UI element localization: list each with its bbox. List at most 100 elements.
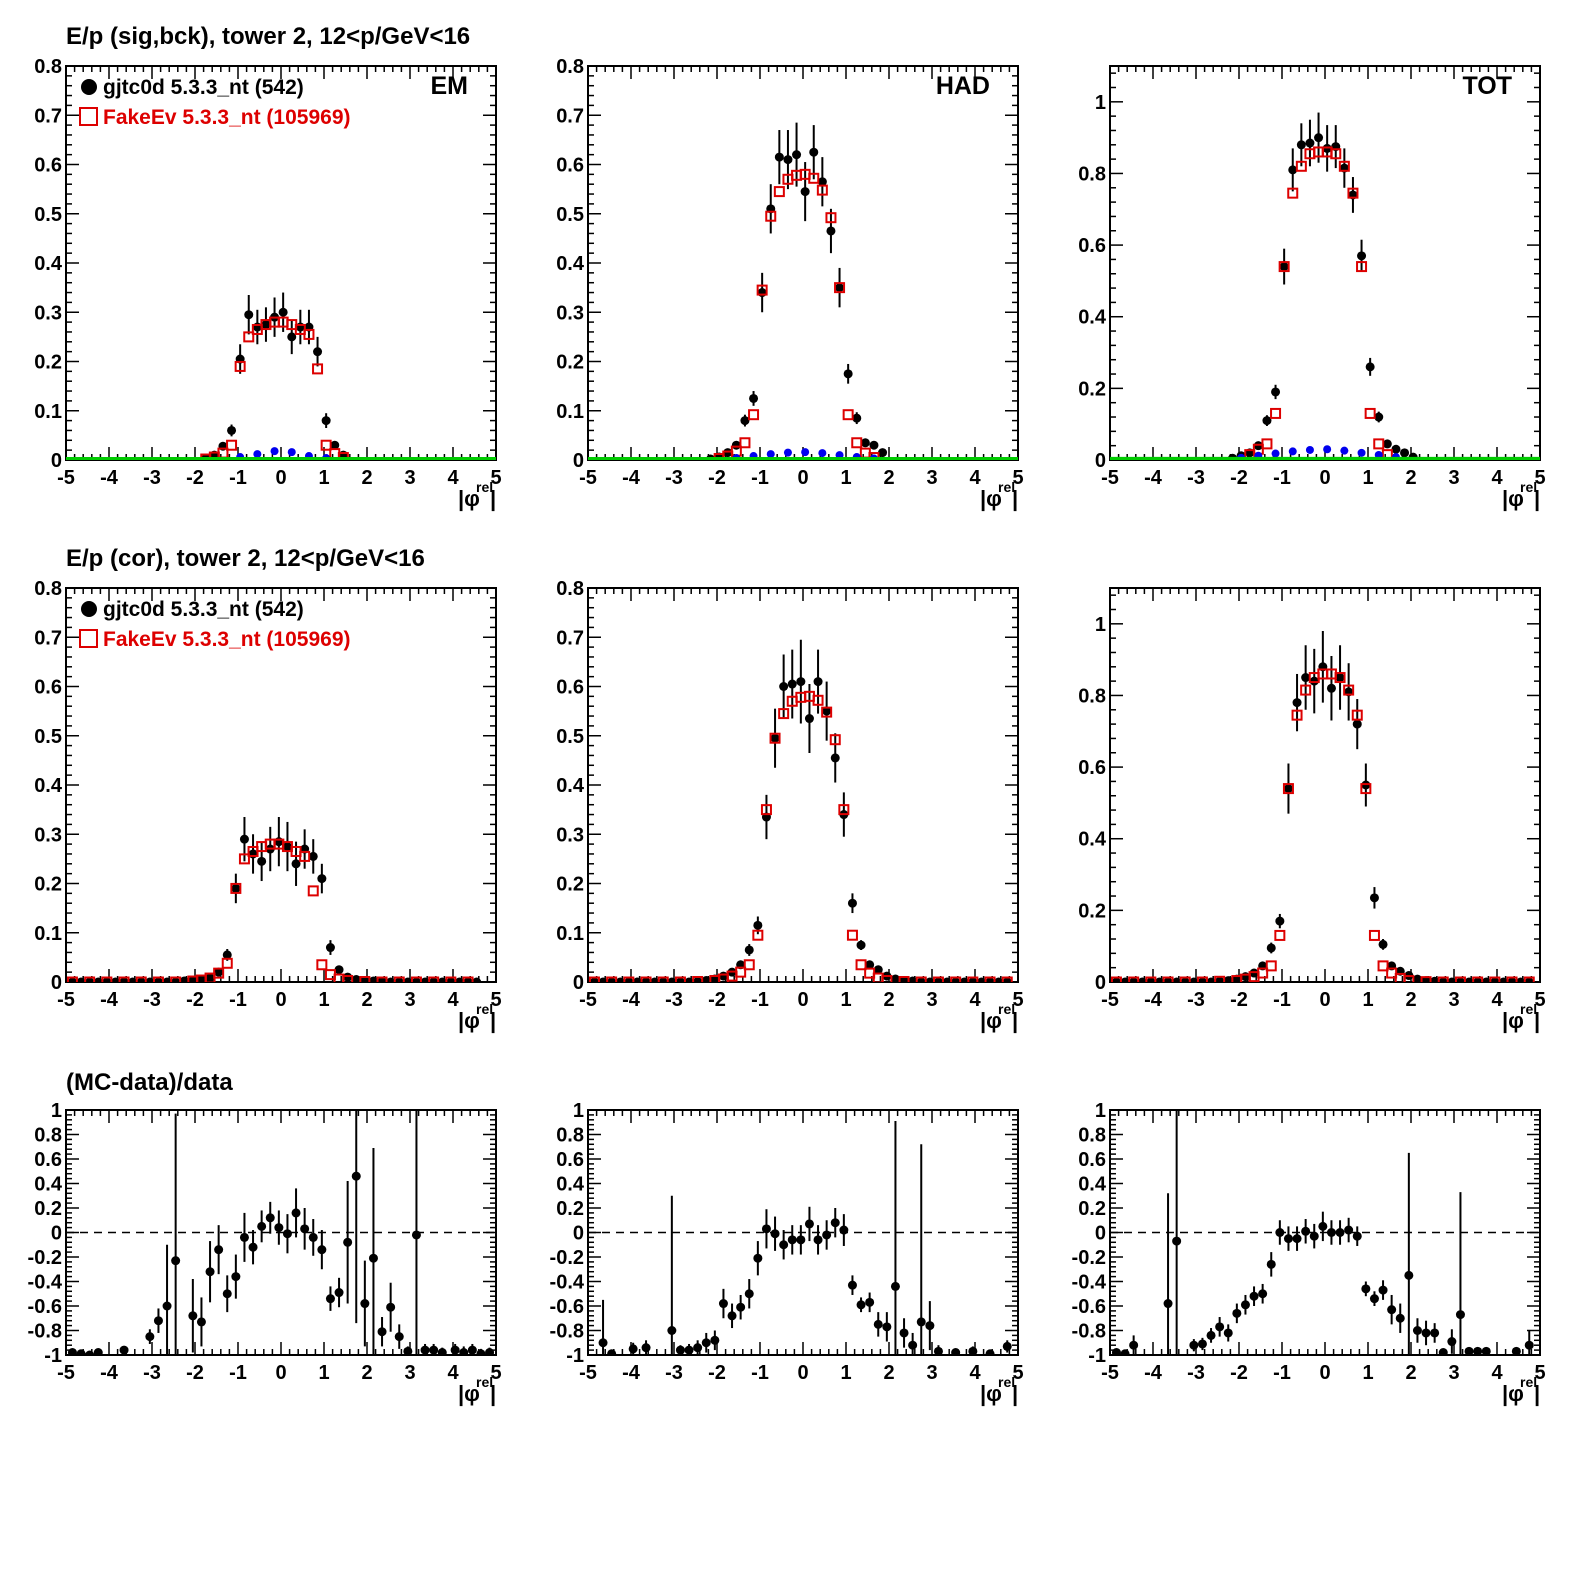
mc-marker [462, 976, 474, 982]
data-marker [1511, 1346, 1521, 1355]
mc-marker [1291, 709, 1303, 721]
mc-marker [320, 439, 332, 451]
data-marker [153, 977, 163, 982]
x-tick-label: -3 [665, 989, 683, 1011]
data-marker [162, 977, 172, 982]
x-tick-label: 2 [361, 989, 372, 1011]
data-marker [485, 1348, 495, 1355]
mc-marker [851, 437, 863, 449]
x-tick-label: -1 [1273, 467, 1291, 489]
y-tick-label: -0.2 [1072, 1247, 1106, 1269]
x-tick-label: 4 [1491, 467, 1503, 489]
panel-0-0: -5 -4 -3 -2 -1 0 1 2 3 4 5 0 0.1 0.2 0.3 0.4 0.5 0.6 0.7 0.… [34, 56, 501, 511]
y-tick-label: 0.8 [556, 578, 584, 600]
data-marker [1129, 1340, 1139, 1350]
data-marker [650, 977, 660, 982]
x-tick-label: 2 [883, 1362, 894, 1384]
mc-marker [1360, 783, 1372, 795]
data-marker [951, 977, 961, 982]
data-marker [85, 977, 95, 982]
data-marker [994, 977, 1004, 982]
legend-data-label: gjtc0d 5.3.3_nt (542) [103, 598, 304, 621]
y-tick-label: -0.4 [1072, 1272, 1107, 1294]
plot-marks [598, 1121, 1012, 1355]
x-tick-label: 1 [318, 989, 329, 1011]
data-marker [628, 1344, 638, 1354]
data-marker [1326, 1228, 1336, 1237]
y-tick-label: 0.8 [1078, 1125, 1106, 1147]
mc-marker [838, 804, 850, 816]
data-marker [1002, 977, 1012, 982]
x-tick-label: 5 [1534, 1362, 1545, 1384]
mc-marker [1295, 160, 1307, 172]
mc-marker [1403, 975, 1415, 982]
mc-marker [1373, 438, 1385, 450]
y-tick-label: 1 [1095, 614, 1106, 636]
mc-marker [808, 172, 820, 184]
x-axis-label-suffix: | [1012, 486, 1018, 511]
data-marker [1344, 1225, 1354, 1235]
plot-marks [1111, 1110, 1534, 1355]
data-marker [1438, 1348, 1448, 1355]
x-tick-label: 4 [969, 989, 981, 1011]
y-tick-label: 0.4 [34, 1174, 63, 1196]
x-tick-label: 4 [447, 467, 459, 489]
background-marker [1323, 445, 1332, 454]
x-tick-label: 3 [1448, 467, 1459, 489]
data-marker [278, 307, 288, 317]
data-marker [787, 1235, 797, 1245]
data-marker [188, 976, 198, 982]
x-tick-label: -1 [1273, 989, 1291, 1011]
mc-marker [898, 976, 910, 982]
data-marker [736, 1302, 746, 1312]
corner-label: TOT [1462, 72, 1512, 100]
data-marker [321, 416, 331, 426]
data-marker [985, 977, 995, 982]
mc-marker [834, 282, 846, 294]
mc-marker [816, 184, 828, 196]
data-marker [313, 347, 323, 357]
data-marker [244, 310, 254, 320]
x-axis-label-suffix: | [490, 1381, 496, 1406]
mc-marker [1274, 929, 1286, 941]
x-tick-label: -1 [1273, 1362, 1291, 1384]
data-marker [420, 977, 430, 982]
data-marker [873, 1319, 883, 1329]
data-marker [1326, 683, 1336, 693]
x-tick-label: 3 [926, 1362, 937, 1384]
x-tick-label: -5 [1101, 467, 1119, 489]
data-marker [463, 977, 473, 982]
mc-marker [812, 694, 824, 706]
x-tick-label: -4 [100, 1362, 119, 1384]
mc-marker [1489, 976, 1501, 982]
data-marker [239, 1232, 249, 1242]
y-tick-label: 0.6 [34, 677, 62, 699]
data-marker [1288, 165, 1298, 175]
x-tick-label: 1 [318, 467, 329, 489]
data-marker [792, 150, 802, 160]
data-marker [641, 1343, 651, 1353]
mc-marker [230, 882, 242, 894]
y-tick-label: -1 [44, 1345, 62, 1367]
y-tick-label: 0 [51, 450, 62, 472]
data-marker [985, 1349, 995, 1355]
x-tick-label: 4 [1491, 989, 1503, 1011]
series-data [1111, 1110, 1534, 1355]
data-marker [403, 977, 413, 982]
panel-2-0: -5 -4 -3 -2 -1 0 1 2 3 4 5-1-0.8-0.6-0.4-0.200.20.… [28, 1100, 502, 1406]
data-marker [1400, 448, 1410, 458]
data-marker [188, 1311, 198, 1321]
y-ticks [588, 65, 1018, 461]
y-tick-label: 1 [573, 1100, 584, 1122]
x-tick-label: 5 [1534, 467, 1545, 489]
data-marker [205, 1267, 215, 1277]
data-marker [1172, 977, 1182, 982]
y-tick-label: 0 [51, 972, 62, 994]
data-marker [1387, 1305, 1397, 1315]
y-tick-label: -0.4 [550, 1272, 585, 1294]
data-marker [454, 977, 464, 982]
mc-marker [1001, 976, 1013, 982]
mc-marker [1343, 684, 1355, 696]
x-tick-label: 5 [490, 989, 501, 1011]
y-tick-label: 0.6 [34, 155, 62, 177]
